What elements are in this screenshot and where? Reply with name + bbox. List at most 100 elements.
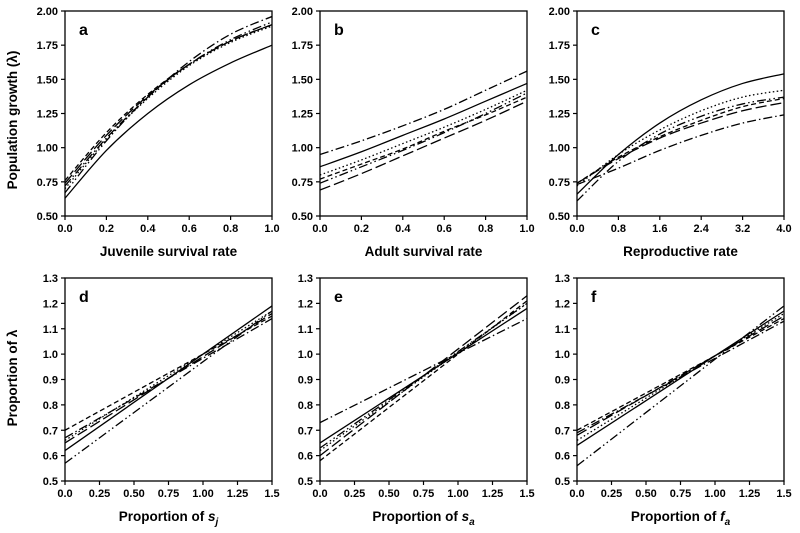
- y-tick-label: 0.5: [298, 476, 313, 488]
- y-tick-label: 1.00: [292, 143, 313, 155]
- plot-frame: [576, 10, 785, 217]
- y-tick-label: 0.75: [37, 177, 58, 189]
- x-axis-title-main: Proportion of: [119, 509, 208, 524]
- series-line-dotted: [64, 25, 273, 190]
- series-line-dashed: [576, 318, 785, 431]
- y-tick-label: 0.5: [555, 476, 570, 488]
- x-tick-label: 1.5: [264, 488, 279, 500]
- y-tick-label: 0.7: [298, 425, 313, 437]
- y-tick-label: 1.0: [43, 349, 58, 361]
- series-line-dash-dot: [319, 318, 528, 424]
- x-tick-label: 1.0: [264, 223, 279, 235]
- x-tick-label: 0.0: [569, 223, 584, 235]
- y-tick-label: 1.3: [555, 273, 570, 285]
- panels-group: 0.50 0.75 1.00 1.25 1.50 1.75 2.00 0.0 0.2 0.4 0.6…: [37, 6, 792, 528]
- x-tick-label: 3.2: [735, 223, 750, 235]
- x-tick-label: 1.5: [776, 488, 791, 500]
- y-tick-label: 1.75: [292, 40, 313, 52]
- series-line-dash-dot: [64, 15, 273, 187]
- panel-b: 0.50 0.75 1.00 1.25 1.50 1.75 2.00 0.0 0.2 0.4 0.6…: [292, 6, 535, 259]
- series-line-long-dash: [319, 100, 528, 191]
- x-tick-label: 1.25: [227, 488, 248, 500]
- x-tick-label: 0.50: [123, 488, 144, 500]
- x-tick-label: 0.50: [378, 488, 399, 500]
- y-tick-label: 1.50: [292, 74, 313, 86]
- y-tick-label: 1.50: [549, 74, 570, 86]
- panel-f: 0.5 0.6 0.7 0.8 0.9 1.0 1.1 1.2 1.3 0.0 0.25 0.50 0.…: [555, 273, 792, 528]
- y-tick-label: 1.25: [37, 109, 58, 121]
- y-tick-label: 0.6: [555, 451, 570, 463]
- x-tick-label: 0.8: [611, 223, 626, 235]
- x-axis-title-main: Proportion of: [372, 509, 461, 524]
- series-line-dash-dot-dot: [319, 302, 528, 449]
- y-tick-label: 2.00: [292, 6, 313, 18]
- y-tick-label: 1.1: [555, 324, 570, 336]
- panel-letter: a: [79, 22, 88, 39]
- series-line-dash-dot-dot: [64, 310, 273, 464]
- x-tick-label: 0.4: [395, 223, 411, 235]
- series-line-dash-dot: [319, 70, 528, 156]
- series-line-dotted: [576, 89, 785, 187]
- series-line-dash-dot: [64, 318, 273, 439]
- y-tick-label: 1.0: [298, 349, 313, 361]
- panel-c: 0.50 0.75 1.00 1.25 1.50 1.75 2.00 0.0 0.8 1.6 2.4…: [549, 6, 792, 259]
- ylabel-bottom: Proportion of λ: [5, 329, 20, 426]
- x-axis-title: Adult survival rate: [365, 244, 483, 259]
- x-tick-label: 0.25: [89, 488, 110, 500]
- y-tick-label: 0.7: [43, 425, 58, 437]
- series-line-dotted: [64, 310, 273, 441]
- panel-letter: b: [334, 22, 344, 39]
- plot-frame: [64, 10, 273, 217]
- x-tick-label: 0.25: [344, 488, 365, 500]
- x-axis-title-symbol: f: [720, 509, 726, 524]
- y-tick-label: 0.8: [555, 400, 570, 412]
- series-line-solid: [319, 82, 528, 168]
- y-tick-label: 0.8: [43, 400, 58, 412]
- plot-frame: [576, 277, 785, 482]
- y-tick-label: 0.50: [292, 211, 313, 223]
- x-tick-label: 2.4: [694, 223, 710, 235]
- series-line-dash-dot: [576, 114, 785, 186]
- panel-letter: f: [591, 289, 597, 306]
- x-tick-label: 0.0: [312, 488, 327, 500]
- series-line-solid: [576, 310, 785, 447]
- panel-letter: e: [334, 289, 343, 306]
- series-line-dashed: [319, 96, 528, 180]
- x-tick-label: 0.75: [413, 488, 434, 500]
- y-tick-label: 2.00: [37, 6, 58, 18]
- series-line-dash-dot-dot: [576, 305, 785, 467]
- x-tick-label: 1.6: [652, 223, 667, 235]
- x-axis-title-main: Adult survival rate: [365, 244, 483, 259]
- y-tick-label: 0.75: [549, 177, 570, 189]
- x-axis-title-subscript: a: [725, 517, 731, 528]
- x-tick-label: 0.75: [670, 488, 691, 500]
- x-axis-title-symbol: s: [462, 509, 470, 524]
- series-line-dash-dot-dot: [319, 92, 528, 184]
- series-line-solid: [576, 73, 785, 195]
- x-tick-label: 0.25: [601, 488, 622, 500]
- y-tick-label: 0.50: [549, 211, 570, 223]
- series-line-dash-dot-dot: [64, 21, 273, 194]
- series-line-solid: [64, 44, 273, 199]
- series-line-long-dash: [64, 24, 273, 184]
- x-tick-label: 0.75: [158, 488, 179, 500]
- y-tick-label: 1.3: [298, 273, 313, 285]
- x-tick-label: 1.00: [192, 488, 213, 500]
- x-tick-label: 0.8: [223, 223, 238, 235]
- x-tick-label: 0.0: [569, 488, 584, 500]
- y-tick-label: 1.75: [37, 40, 58, 52]
- x-tick-label: 1.00: [704, 488, 725, 500]
- ylabel-top: Population growth (λ): [5, 51, 20, 190]
- x-tick-label: 0.0: [57, 223, 72, 235]
- x-tick-label: 0.2: [354, 223, 369, 235]
- x-tick-label: 0.0: [312, 223, 327, 235]
- x-tick-label: 1.25: [739, 488, 760, 500]
- y-tick-label: 0.75: [292, 177, 313, 189]
- y-tick-label: 1.1: [43, 324, 58, 336]
- x-tick-label: 1.25: [482, 488, 503, 500]
- panel-d: 0.5 0.6 0.7 0.8 0.9 1.0 1.1 1.2 1.3 0.0 0.25 0.50 0.…: [43, 273, 280, 528]
- y-tick-label: 1.25: [292, 109, 313, 121]
- x-tick-label: 0.50: [635, 488, 656, 500]
- series-line-dash-dot: [576, 320, 785, 434]
